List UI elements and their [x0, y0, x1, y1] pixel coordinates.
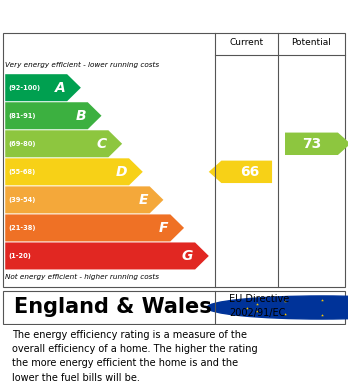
Text: Very energy efficient - lower running costs: Very energy efficient - lower running co…: [5, 63, 159, 68]
Text: E: E: [139, 193, 148, 207]
Text: B: B: [76, 109, 86, 123]
Polygon shape: [209, 161, 272, 183]
Text: (21-38): (21-38): [9, 225, 36, 231]
Text: (81-91): (81-91): [9, 113, 36, 119]
Text: (39-54): (39-54): [9, 197, 36, 203]
Circle shape: [207, 296, 348, 319]
Text: Energy Efficiency Rating: Energy Efficiency Rating: [10, 7, 220, 23]
Polygon shape: [5, 130, 122, 157]
Text: 73: 73: [302, 137, 321, 151]
Polygon shape: [5, 74, 81, 101]
Text: Potential: Potential: [292, 38, 331, 47]
Polygon shape: [5, 102, 102, 129]
Text: Current: Current: [230, 38, 264, 47]
Text: G: G: [182, 249, 193, 263]
Text: (1-20): (1-20): [9, 253, 32, 259]
Text: (92-100): (92-100): [9, 85, 41, 91]
Polygon shape: [5, 214, 184, 241]
Text: The energy efficiency rating is a measure of the
overall efficiency of a home. T: The energy efficiency rating is a measur…: [12, 330, 258, 383]
Text: EU Directive
2002/91/EC: EU Directive 2002/91/EC: [229, 294, 289, 318]
Polygon shape: [5, 187, 164, 213]
Text: C: C: [96, 137, 106, 151]
Polygon shape: [5, 158, 143, 185]
Text: (55-68): (55-68): [9, 169, 36, 175]
Polygon shape: [5, 242, 209, 269]
Polygon shape: [285, 133, 348, 155]
Text: F: F: [159, 221, 168, 235]
Text: England & Wales: England & Wales: [14, 297, 212, 317]
Text: Not energy efficient - higher running costs: Not energy efficient - higher running co…: [5, 274, 159, 280]
Text: (69-80): (69-80): [9, 141, 36, 147]
Text: 66: 66: [240, 165, 259, 179]
Text: D: D: [116, 165, 127, 179]
Text: A: A: [55, 81, 65, 95]
